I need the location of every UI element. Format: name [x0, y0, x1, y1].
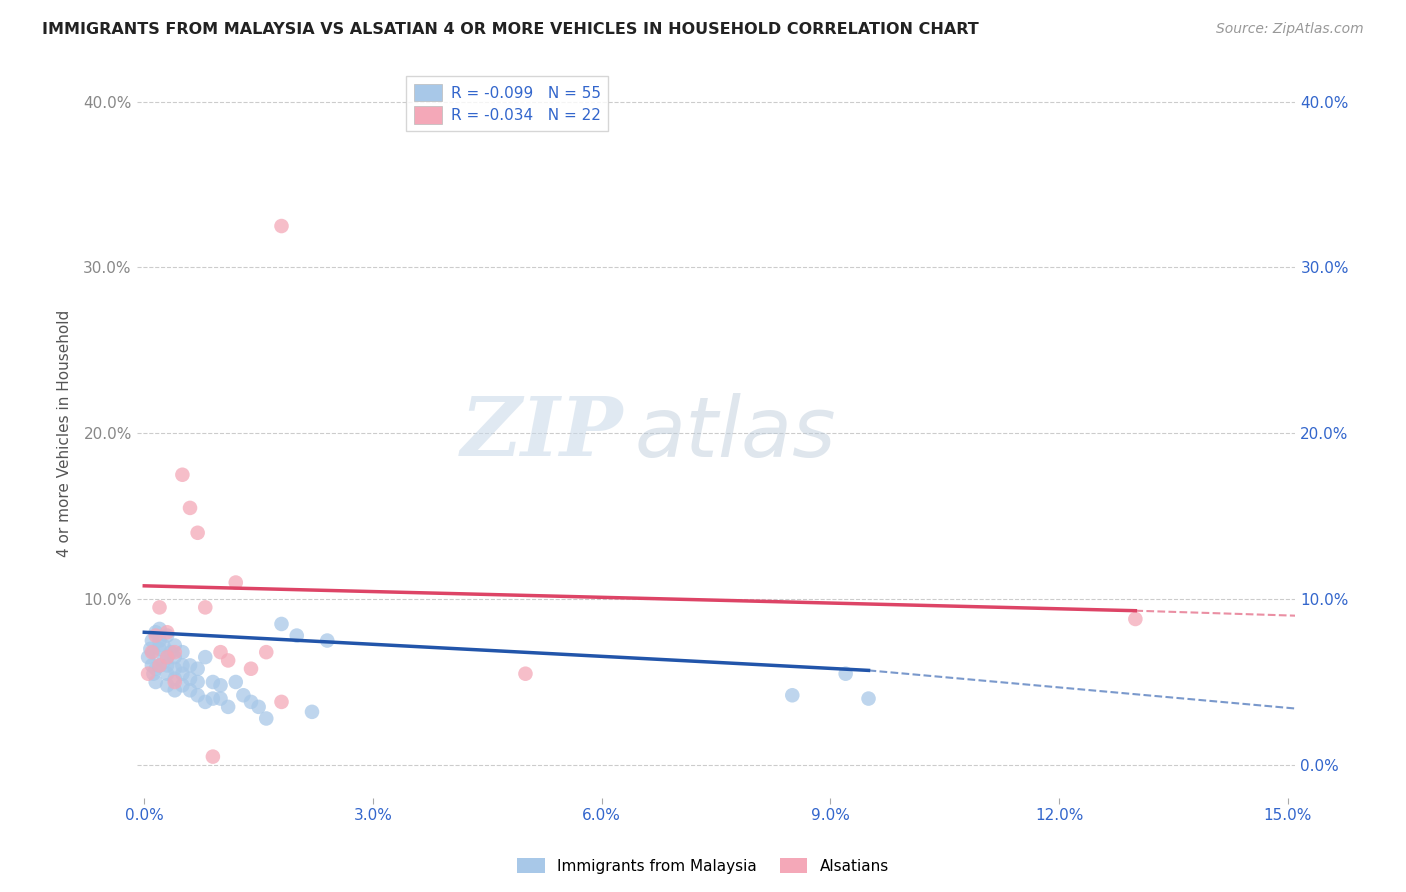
Point	[316, 633, 339, 648]
Point	[172, 467, 194, 482]
Point	[217, 699, 239, 714]
Point	[172, 645, 194, 659]
Point	[1125, 612, 1147, 626]
Point	[782, 688, 804, 702]
Point	[254, 711, 277, 725]
Point	[163, 639, 186, 653]
Point	[141, 645, 163, 659]
Point	[209, 678, 232, 692]
Point	[148, 658, 170, 673]
Point	[179, 500, 201, 515]
Point	[148, 600, 170, 615]
Text: Source: ZipAtlas.com: Source: ZipAtlas.com	[1216, 22, 1364, 37]
Point	[141, 633, 163, 648]
Point	[156, 650, 179, 665]
Point	[148, 658, 170, 673]
Point	[156, 678, 179, 692]
Point	[240, 662, 263, 676]
Point	[148, 633, 170, 648]
Point	[201, 675, 224, 690]
Legend: Immigrants from Malaysia, Alsatians: Immigrants from Malaysia, Alsatians	[512, 852, 894, 880]
Point	[145, 625, 167, 640]
Point	[217, 653, 239, 667]
Text: IMMIGRANTS FROM MALAYSIA VS ALSATIAN 4 OR MORE VEHICLES IN HOUSEHOLD CORRELATION: IMMIGRANTS FROM MALAYSIA VS ALSATIAN 4 O…	[42, 22, 979, 37]
Point	[209, 645, 232, 659]
Point	[187, 675, 209, 690]
Point	[247, 699, 270, 714]
Point	[201, 749, 224, 764]
Point	[141, 658, 163, 673]
Point	[163, 650, 186, 665]
Legend: R = -0.099   N = 55, R = -0.034   N = 22: R = -0.099 N = 55, R = -0.034 N = 22	[406, 76, 609, 131]
Point	[156, 650, 179, 665]
Point	[156, 658, 179, 673]
Point	[858, 691, 880, 706]
Point	[142, 645, 165, 659]
Text: ZIP: ZIP	[461, 393, 623, 474]
Point	[163, 675, 186, 690]
Point	[163, 683, 186, 698]
Y-axis label: 4 or more Vehicles in Household: 4 or more Vehicles in Household	[58, 310, 72, 557]
Point	[160, 645, 183, 659]
Point	[232, 688, 254, 702]
Text: atlas: atlas	[636, 392, 837, 474]
Point	[163, 662, 186, 676]
Point	[194, 650, 217, 665]
Point	[179, 658, 201, 673]
Point	[201, 691, 224, 706]
Point	[225, 575, 247, 590]
Point	[270, 219, 292, 233]
Point	[187, 525, 209, 540]
Point	[145, 629, 167, 643]
Point	[179, 672, 201, 686]
Point	[172, 678, 194, 692]
Point	[136, 666, 159, 681]
Point	[225, 675, 247, 690]
Point	[301, 705, 323, 719]
Point	[152, 639, 174, 653]
Point	[179, 683, 201, 698]
Point	[152, 655, 174, 669]
Point	[285, 629, 308, 643]
Point	[136, 650, 159, 665]
Point	[148, 622, 170, 636]
Point	[156, 629, 179, 643]
Point	[163, 672, 186, 686]
Point	[163, 645, 186, 659]
Point	[834, 666, 856, 681]
Point	[139, 641, 162, 656]
Point	[172, 666, 194, 681]
Point	[156, 625, 179, 640]
Point	[194, 600, 217, 615]
Point	[172, 658, 194, 673]
Point	[254, 645, 277, 659]
Point	[270, 695, 292, 709]
Point	[240, 695, 263, 709]
Point	[515, 666, 537, 681]
Point	[194, 695, 217, 709]
Point	[148, 641, 170, 656]
Point	[209, 691, 232, 706]
Point	[270, 617, 292, 632]
Point	[145, 662, 167, 676]
Point	[187, 662, 209, 676]
Point	[142, 666, 165, 681]
Point	[145, 675, 167, 690]
Point	[156, 666, 179, 681]
Point	[187, 688, 209, 702]
